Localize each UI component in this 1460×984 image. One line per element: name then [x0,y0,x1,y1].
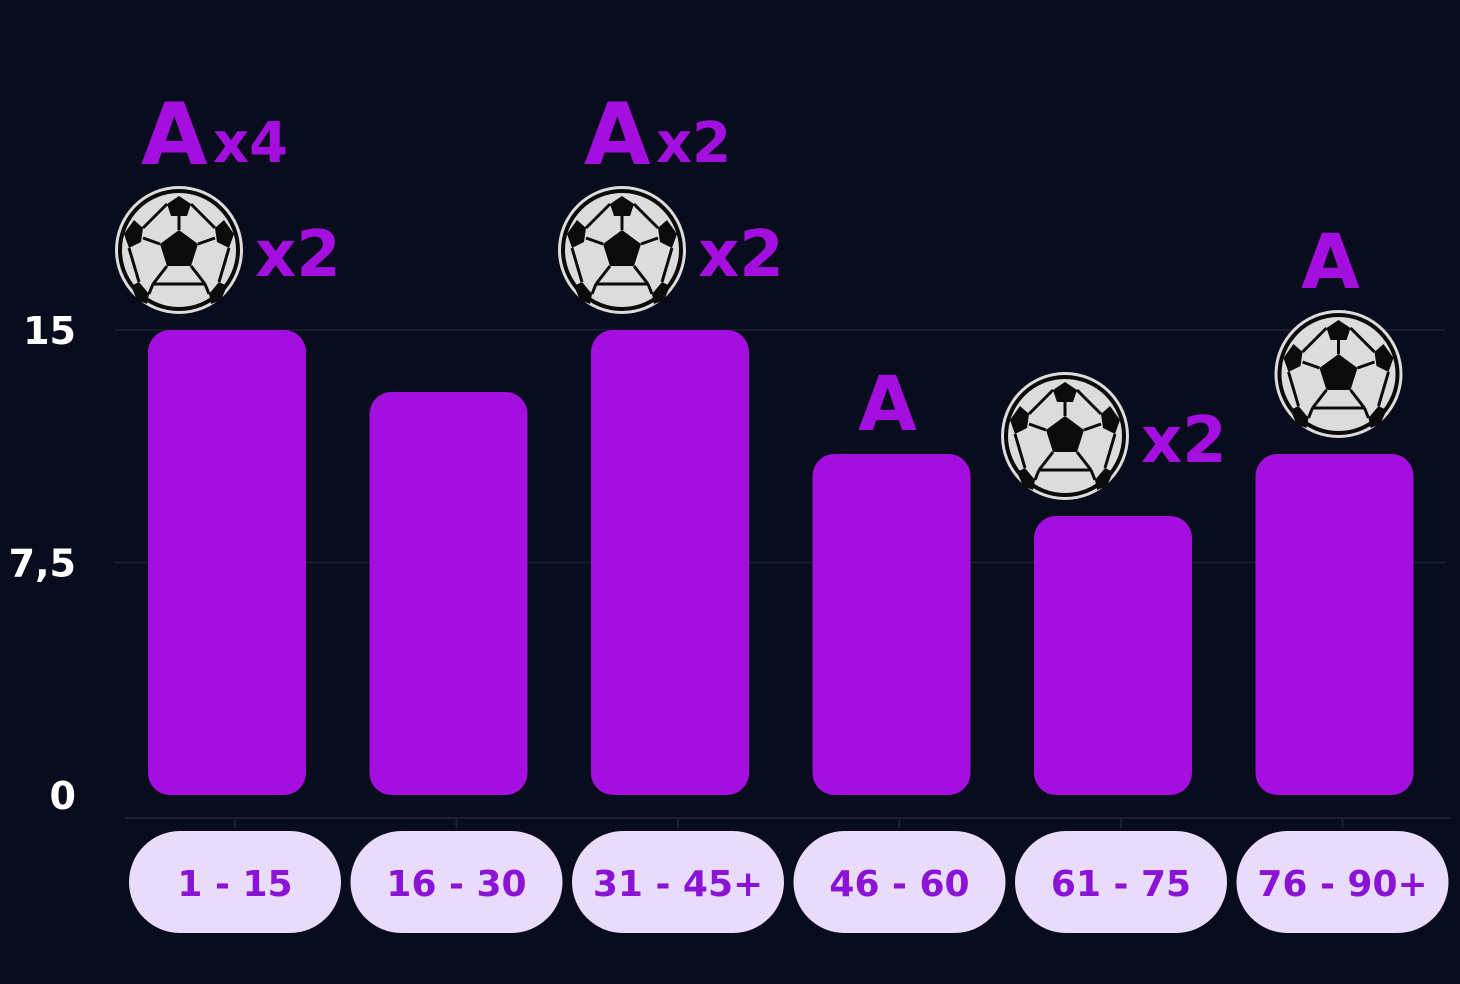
category-label: 16 - 30 [386,864,526,905]
assist-label: A [858,359,917,448]
soccer-ball-icon [1272,308,1405,440]
assist-multiplier: x4 [213,111,288,176]
assist-label: A [141,85,208,185]
category-pill: 61 - 75 [1015,831,1227,933]
bar [1034,516,1192,795]
assist-multiplier: x2 [656,111,731,176]
category-pill: 16 - 30 [350,831,563,933]
category-pill-background [129,831,341,933]
category-pill-background [350,831,563,933]
soccer-ball-icon [999,370,1131,502]
assist-label: A [584,85,651,185]
category-label: 31 - 45+ [593,864,763,905]
category-pill-background [793,831,1006,933]
assist-label: A [1301,217,1360,306]
soccer-ball-icon [556,184,688,316]
category-label: 46 - 60 [829,864,969,905]
goal-multiplier: x2 [698,218,784,292]
y-tick-label: 7,5 [9,542,76,586]
x-axis [125,817,1450,828]
soccer-ball-icon [113,184,245,316]
bars [148,330,1414,795]
category-label: 61 - 75 [1051,864,1191,905]
y-axis-ticks: 0 7,5 15 [9,309,76,818]
category-pill-background [1236,831,1449,933]
goal-multiplier: x2 [255,218,341,292]
category-label: 1 - 15 [177,864,292,905]
category-pill: 76 - 90+ [1236,831,1449,933]
bar [148,330,306,795]
grid-lines [115,329,1445,564]
assist-annotation: A [858,359,917,448]
bar [591,330,749,795]
bar [812,454,971,795]
category-pill-background [1015,831,1227,933]
category-label: 76 - 90+ [1257,864,1427,905]
category-pill: 1 - 15 [129,831,341,933]
category-pill: 31 - 45+ [572,831,784,933]
category-labels: 1 - 15 16 - 30 31 - 45+ 46 - 60 61 - 75 76 - … [129,831,1449,933]
category-pill-background [572,831,784,933]
bar [1255,454,1414,795]
y-tick-label: 0 [50,774,76,818]
goal-multiplier: x2 [1141,404,1227,478]
y-tick-label: 15 [23,309,76,353]
bar [369,392,528,795]
assist-annotation: A [1301,217,1360,306]
category-pill: 46 - 60 [793,831,1006,933]
